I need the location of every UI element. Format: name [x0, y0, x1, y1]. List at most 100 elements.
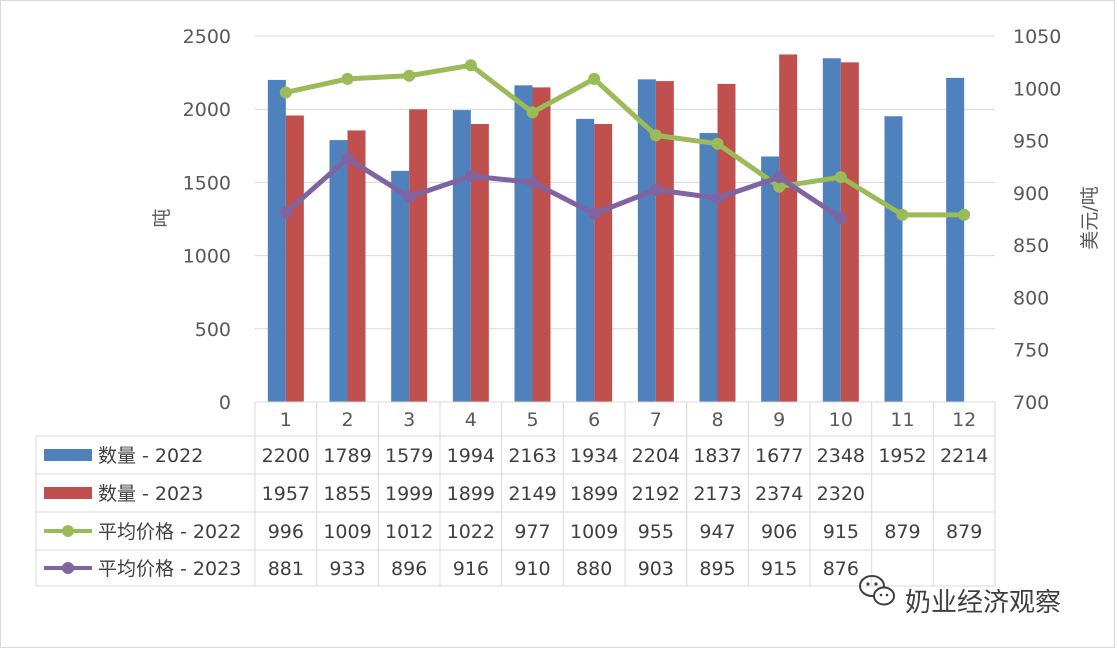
bar	[840, 62, 859, 403]
table-cell: 1855	[323, 483, 371, 505]
y2-tick-label: 1000	[1013, 78, 1061, 100]
table-cell: 996	[268, 521, 304, 543]
table-cell: 955	[638, 521, 674, 543]
line-point	[711, 137, 724, 150]
table-cell: 1899	[447, 483, 495, 505]
y2-tick-label: 1050	[1013, 26, 1061, 48]
table-cell: 947	[699, 521, 735, 543]
lines	[279, 59, 971, 224]
table-cell: 915	[761, 558, 797, 580]
table-cell: 1789	[323, 445, 371, 467]
axes: 0 500 1000 1500 2000 2500 700 750 800 850 900 950 10…	[183, 26, 1062, 414]
line-point	[279, 206, 292, 219]
x-tick-label: 1	[280, 409, 292, 431]
table-cell: 2173	[693, 483, 741, 505]
y2-tick-label: 700	[1013, 392, 1049, 414]
bar	[532, 87, 551, 402]
table-cell: 1994	[447, 445, 495, 467]
table-cell: 2149	[508, 483, 556, 505]
line-point	[958, 208, 971, 221]
legend-label: 平均价格 - 2023	[98, 558, 241, 580]
line-point	[403, 191, 416, 204]
table-cell: 2163	[508, 445, 556, 467]
table-cell: 881	[268, 558, 304, 580]
y-tick-label: 500	[195, 319, 231, 341]
table-cell: 879	[946, 521, 982, 543]
line-point	[341, 72, 354, 85]
x-tick-label: 8	[711, 409, 723, 431]
line-point	[834, 211, 847, 224]
table-cell: 1934	[570, 445, 618, 467]
table-cell: 1677	[755, 445, 803, 467]
table-cell: 896	[391, 558, 427, 580]
table-cell: 1957	[262, 483, 310, 505]
line-point	[403, 69, 416, 82]
table-cell: 1899	[570, 483, 618, 505]
wechat-icon	[859, 575, 895, 606]
watermark-text: 奶业经济观察	[905, 588, 1061, 618]
table-cell: 1009	[323, 521, 371, 543]
line-point	[773, 171, 786, 184]
y2-tick-label: 950	[1013, 131, 1049, 153]
line-point	[711, 192, 724, 205]
y2-tick-label: 800	[1013, 287, 1049, 309]
table-cell: 916	[453, 558, 489, 580]
x-tick-label: 4	[465, 409, 477, 431]
table-cell: 895	[699, 558, 735, 580]
x-tick-label: 2	[341, 409, 353, 431]
bar	[699, 133, 718, 402]
bar	[409, 109, 428, 402]
bar	[347, 130, 366, 403]
table-cell: 1999	[385, 483, 433, 505]
watermark: 奶业经济观察	[859, 575, 1061, 618]
bar	[329, 140, 348, 402]
line-point	[279, 86, 292, 99]
y-tick-label: 1500	[183, 172, 231, 194]
x-tick-label: 11	[890, 409, 914, 431]
bar	[761, 156, 780, 402]
y2-tick-label: 900	[1013, 183, 1049, 205]
table-cell: 1012	[385, 521, 433, 543]
x-tick-label: 9	[773, 409, 785, 431]
table-cell: 1952	[878, 445, 926, 467]
legend-label: 数量 - 2023	[98, 483, 203, 505]
line-point	[834, 171, 847, 184]
table-cell: 906	[761, 521, 797, 543]
y2-tick-label: 750	[1013, 340, 1049, 362]
y-axis-title: 吨	[151, 208, 173, 227]
x-tick-label: 3	[403, 409, 415, 431]
series-line	[283, 155, 844, 221]
line-point	[464, 170, 477, 183]
bar	[452, 110, 471, 402]
bar	[655, 81, 674, 403]
x-tick-label: 12	[952, 409, 976, 431]
y-tick-label: 1000	[183, 246, 231, 268]
line-point	[896, 208, 909, 221]
bar	[822, 58, 841, 402]
table-cell: 933	[329, 558, 365, 580]
line-point	[526, 106, 539, 119]
table-cell: 977	[514, 521, 550, 543]
legend-key	[62, 525, 74, 537]
y2-axis-title: 美元/吨	[1079, 186, 1101, 249]
bar	[470, 123, 489, 403]
y-tick-label: 2000	[183, 99, 231, 121]
series-line	[283, 62, 967, 218]
bar	[391, 170, 410, 402]
bar	[576, 118, 595, 402]
line-point	[464, 59, 477, 72]
legend-key	[44, 487, 92, 499]
bar	[779, 54, 798, 402]
table-cell: 910	[514, 558, 550, 580]
bar	[884, 116, 903, 402]
x-tick-label: 6	[588, 409, 600, 431]
bar	[267, 79, 286, 403]
x-tick-label: 10	[829, 409, 853, 431]
table-cell: 1022	[447, 521, 495, 543]
y-tick-label: 2500	[183, 26, 231, 48]
y2-tick-label: 850	[1013, 235, 1049, 257]
bar	[637, 79, 656, 402]
table-cell: 2348	[817, 445, 865, 467]
